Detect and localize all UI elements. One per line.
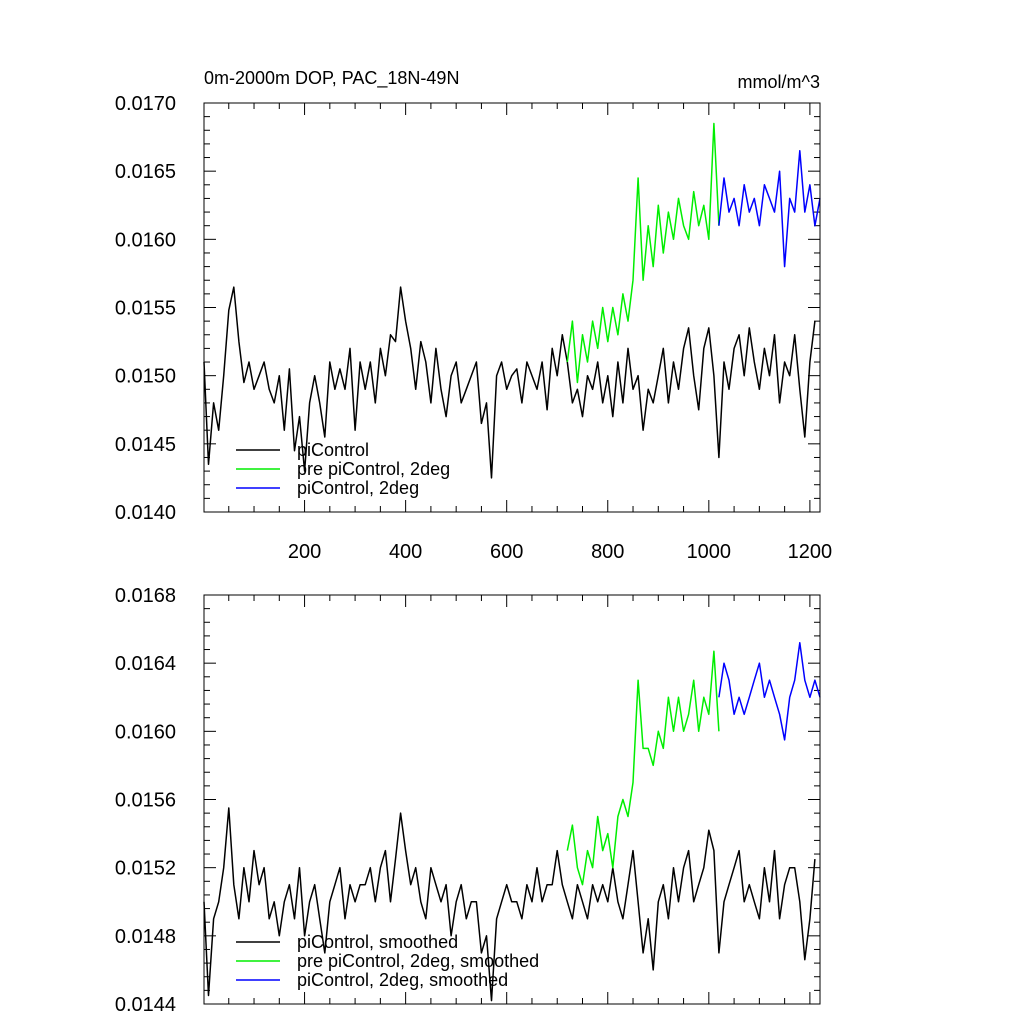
- y-tick-label: 0.0170: [115, 93, 176, 115]
- y-tick-label: 0.0150: [115, 366, 176, 388]
- y-tick-label: 0.0165: [115, 161, 176, 183]
- series-line-0: [203, 286, 816, 479]
- y-tick-label: 0.0160: [115, 229, 176, 251]
- bottom-panel: 0.0144 0.0148 0.0152 0.0156 0.0160 0.0164 0.01…: [115, 585, 821, 1016]
- top-plot-frame: [203, 102, 821, 513]
- y-tick-label: 0.0164: [115, 653, 176, 675]
- series-line-2: [718, 149, 821, 268]
- x-tick-label: 400: [389, 541, 422, 563]
- y-tick-label: 0.0156: [115, 790, 176, 812]
- legend-label-0: piControl: [297, 440, 369, 460]
- bottom-plot-frame: [203, 594, 821, 1005]
- top-chart-title: 0m-2000m DOP, PAC_18N-49N: [204, 68, 459, 89]
- y-tick-label: 0.0152: [115, 858, 176, 880]
- series-line-2: [718, 641, 821, 741]
- legend-label-0: piControl, smoothed: [297, 932, 458, 952]
- x-tick-label: 800: [591, 541, 624, 563]
- series-line-0: [203, 807, 816, 1002]
- legend-label-1: pre piControl, 2deg, smoothed: [297, 951, 539, 971]
- x-tick-label: 200: [288, 541, 321, 563]
- y-tick-label: 0.0144: [115, 994, 176, 1016]
- series-line-1: [566, 122, 720, 384]
- y-tick-label: 0.0168: [115, 585, 176, 607]
- y-tick-label: 0.0160: [115, 721, 176, 743]
- x-tick-label: 1200: [788, 541, 833, 563]
- legend-label-2: piControl, 2deg, smoothed: [297, 970, 508, 990]
- top-chart-units: mmol/m^3: [738, 72, 820, 92]
- y-tick-label: 0.0140: [115, 502, 176, 524]
- y-tick-label: 0.0155: [115, 298, 176, 320]
- y-tick-label: 0.0145: [115, 434, 176, 456]
- legend-label-1: pre piControl, 2deg: [297, 459, 450, 479]
- top-panel: 0m-2000m DOP, PAC_18N-49N mmol/m^3 0.014…: [115, 68, 832, 563]
- x-tick-label: 600: [490, 541, 523, 563]
- x-tick-label: 1000: [687, 541, 732, 563]
- y-tick-label: 0.0148: [115, 926, 176, 948]
- series-line-1: [566, 650, 720, 886]
- legend-label-2: piControl, 2deg: [297, 478, 419, 498]
